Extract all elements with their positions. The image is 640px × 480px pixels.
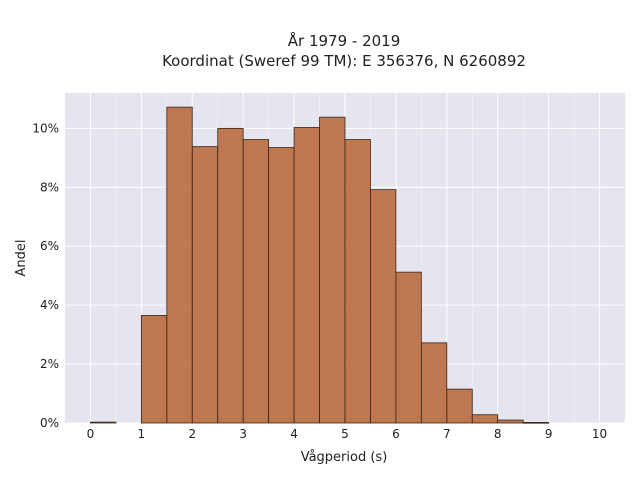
bar-9 (319, 116, 346, 424)
bar-10 (344, 139, 371, 424)
x-axis-ticks: 0 1 2 3 4 5 6 7 8 9 10 (87, 427, 608, 441)
bars (90, 106, 550, 424)
chart-title-line2: Koordinat (Sweref 99 TM): E 356376, N 62… (162, 52, 526, 70)
x-tick-label-4: 4 (290, 427, 298, 441)
x-tick-label-3: 3 (239, 427, 247, 441)
x-tick-label-10: 10 (592, 427, 607, 441)
x-tick-label-1: 1 (138, 427, 146, 441)
bar-6 (242, 139, 270, 424)
y-axis-label: Andel (14, 240, 29, 277)
x-tick-label-8: 8 (494, 427, 502, 441)
y-tick-label-3: 6% (40, 239, 59, 253)
x-tick-label-2: 2 (188, 427, 196, 441)
bar-17 (522, 422, 550, 424)
bar-16 (497, 419, 524, 424)
bar-11 (370, 189, 397, 424)
bar-2 (140, 315, 168, 424)
y-tick-label-2: 4% (40, 298, 59, 312)
bar-12 (395, 271, 422, 424)
x-tick-label-5: 5 (341, 427, 349, 441)
x-tick-label-7: 7 (443, 427, 451, 441)
chart-title-line1: År 1979 - 2019 (288, 31, 401, 50)
bar-14 (446, 388, 473, 424)
y-axis-ticks: 0% 2% 4% 6% 8% 10% (32, 121, 59, 430)
bar-13 (420, 342, 448, 424)
bar-7 (268, 147, 295, 424)
y-tick-label-5: 10% (32, 121, 59, 135)
bar-0 (90, 421, 117, 424)
bar-3 (166, 106, 193, 424)
y-tick-label-4: 8% (40, 180, 59, 194)
bar-8 (293, 127, 320, 424)
bar-4 (191, 146, 219, 424)
x-tick-label-9: 9 (545, 427, 553, 441)
bar-5 (217, 127, 244, 424)
x-tick-label-6: 6 (392, 427, 400, 441)
x-axis-label: Vågperiod (s) (301, 450, 388, 465)
x-tick-label-0: 0 (87, 427, 95, 441)
bar-15 (471, 414, 499, 424)
y-tick-label-0: 0% (40, 416, 59, 430)
y-tick-label-1: 2% (40, 357, 59, 371)
